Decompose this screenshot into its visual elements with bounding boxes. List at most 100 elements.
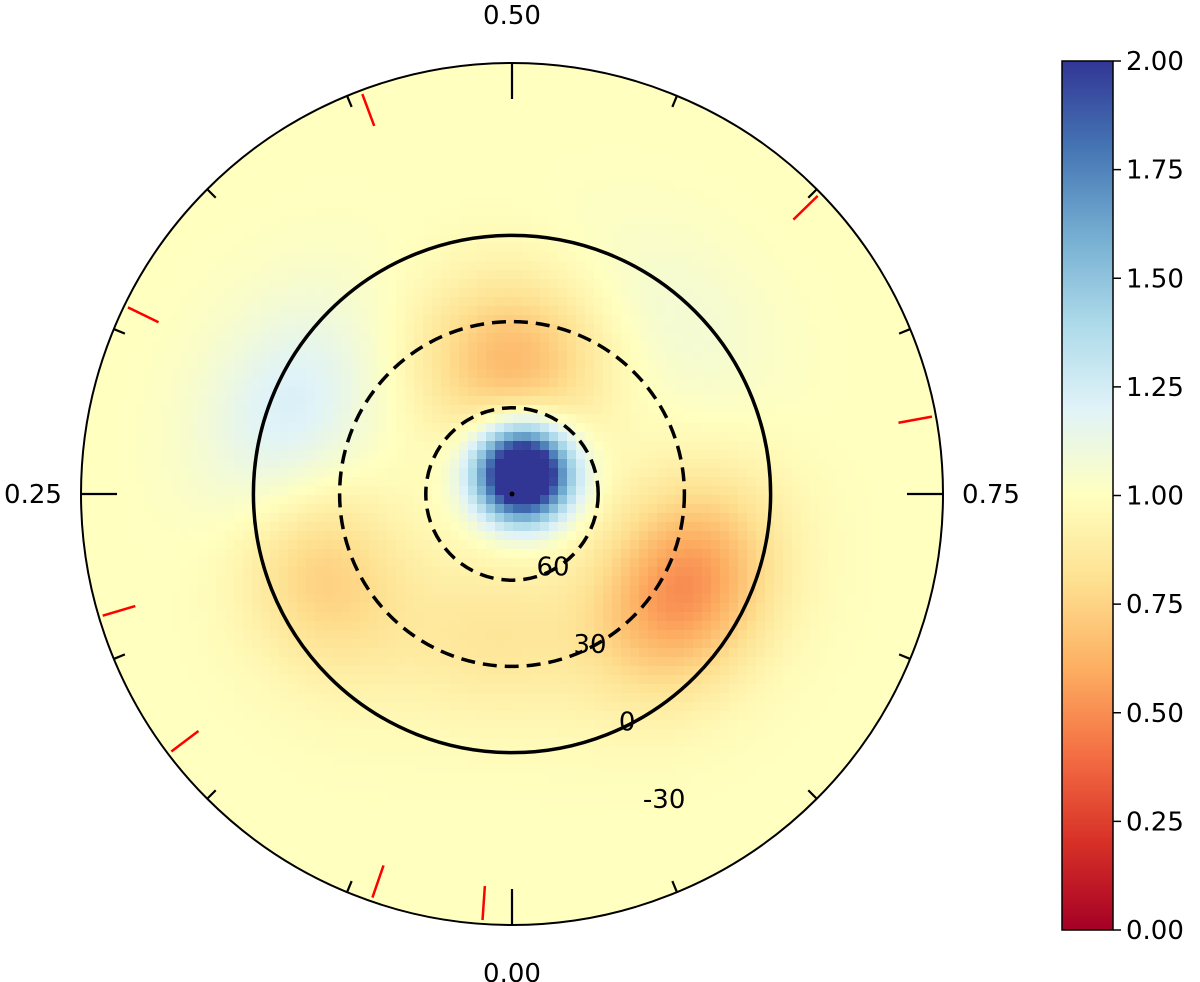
heatmap-cell <box>576 153 586 163</box>
heatmap-cell <box>738 567 748 577</box>
heatmap-cell <box>585 549 595 559</box>
heatmap-cell <box>837 288 847 298</box>
heatmap-cell <box>126 306 136 316</box>
heatmap-cell <box>351 108 361 118</box>
heatmap-cell <box>711 351 721 361</box>
heatmap-cell <box>504 432 514 442</box>
heatmap-cell <box>486 324 496 334</box>
heatmap-cell <box>315 135 325 145</box>
heatmap-cell <box>351 117 361 127</box>
heatmap-cell <box>630 333 640 343</box>
heatmap-cell <box>585 585 595 595</box>
heatmap-cell <box>171 360 181 370</box>
heatmap-cell <box>576 549 586 559</box>
heatmap-cell <box>855 567 865 577</box>
heatmap-cell <box>648 171 658 181</box>
heatmap-cell <box>261 522 271 532</box>
heatmap-cell <box>513 522 523 532</box>
heatmap-cell <box>747 441 757 451</box>
heatmap-cell <box>198 540 208 550</box>
heatmap-cell <box>612 126 622 136</box>
heatmap-cell <box>234 288 244 298</box>
heatmap-cell <box>477 252 487 262</box>
heatmap-cell <box>549 594 559 604</box>
heatmap-cell <box>810 414 820 424</box>
heatmap-cell <box>162 558 172 568</box>
heatmap-cell <box>360 306 370 316</box>
heatmap-cell <box>279 594 289 604</box>
heatmap-cell <box>504 288 514 298</box>
heatmap-cell <box>603 486 613 496</box>
heatmap-cell <box>477 549 487 559</box>
heatmap-cell <box>369 315 379 325</box>
heatmap-cell <box>486 81 496 91</box>
heatmap-cell <box>639 549 649 559</box>
heatmap-cell <box>99 486 109 496</box>
heatmap-cell <box>351 396 361 406</box>
heatmap-cell <box>756 252 766 262</box>
heatmap-cell <box>450 297 460 307</box>
heatmap-cell <box>909 513 919 523</box>
heatmap-cell <box>630 378 640 388</box>
heatmap-cell <box>855 378 865 388</box>
heatmap-cell <box>135 324 145 334</box>
heatmap-cell <box>477 531 487 541</box>
heatmap-cell <box>693 270 703 280</box>
heatmap-cell <box>828 387 838 397</box>
heatmap-cell <box>810 306 820 316</box>
heatmap-cell <box>747 225 757 235</box>
heatmap-cell <box>531 297 541 307</box>
heatmap-cell <box>441 567 451 577</box>
heatmap-cell <box>711 126 721 136</box>
heatmap-cell <box>522 531 532 541</box>
heatmap-cell <box>315 549 325 559</box>
heatmap-cell <box>522 288 532 298</box>
heatmap-cell <box>450 549 460 559</box>
heatmap-cell <box>423 369 433 379</box>
heatmap-cell <box>765 297 775 307</box>
heatmap-cell <box>342 270 352 280</box>
heatmap-cell <box>657 495 667 505</box>
heatmap-cell <box>873 387 883 397</box>
heatmap-cell <box>846 540 856 550</box>
heatmap-cell <box>306 99 316 109</box>
heatmap-cell <box>180 351 190 361</box>
heatmap-cell <box>657 342 667 352</box>
heatmap-cell <box>810 468 820 478</box>
heatmap-cell <box>873 351 883 361</box>
heatmap-cell <box>261 351 271 361</box>
heatmap-cell <box>387 342 397 352</box>
heatmap-cell <box>360 594 370 604</box>
heatmap-cell <box>666 351 676 361</box>
heatmap-cell <box>432 351 442 361</box>
heatmap-cell <box>792 342 802 352</box>
heatmap-cell <box>333 594 343 604</box>
heatmap-cell <box>90 459 100 469</box>
heatmap-cell <box>360 450 370 460</box>
heatmap-cell <box>630 549 640 559</box>
heatmap-cell <box>324 297 334 307</box>
heatmap-cell <box>189 423 199 433</box>
heatmap-cell <box>243 396 253 406</box>
heatmap-cell <box>621 468 631 478</box>
heatmap-cell <box>423 432 433 442</box>
heatmap-cell <box>117 504 127 514</box>
heatmap-cell <box>567 396 577 406</box>
heatmap-cell <box>693 567 703 577</box>
heatmap-cell <box>648 549 658 559</box>
heatmap-cell <box>684 135 694 145</box>
heatmap-cell <box>882 558 892 568</box>
heatmap-cell <box>666 387 676 397</box>
heatmap-cell <box>504 549 514 559</box>
heatmap-cell <box>126 558 136 568</box>
heatmap-cell <box>675 108 685 118</box>
heatmap-cell <box>621 180 631 190</box>
heatmap-cell <box>171 378 181 388</box>
heatmap-cell <box>513 576 523 586</box>
heatmap-cell <box>306 261 316 271</box>
heatmap-cell <box>729 513 739 523</box>
heatmap-cell <box>378 585 388 595</box>
heatmap-cell <box>270 342 280 352</box>
heatmap-cell <box>729 459 739 469</box>
heatmap-cell <box>360 315 370 325</box>
